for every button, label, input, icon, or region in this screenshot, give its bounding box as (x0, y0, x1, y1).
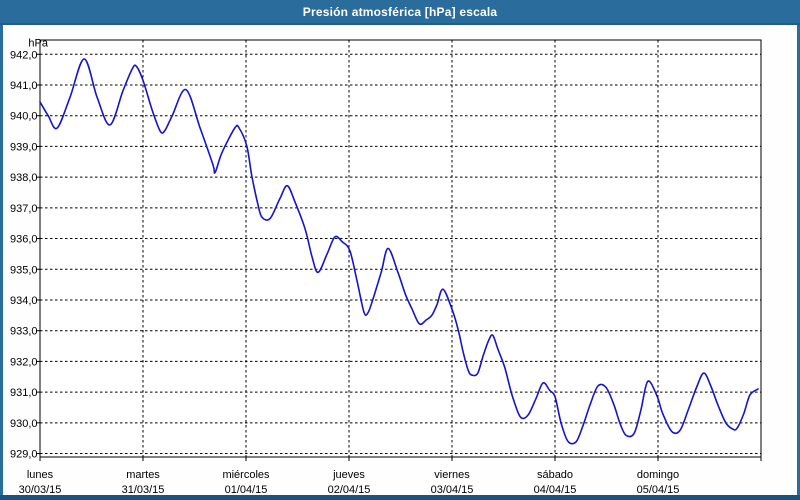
pressure-chart: 942,0 941,0 940,0 939,0 938,0 937,0 936,0 935,0… (10, 37, 762, 495)
pressure-line (39, 58, 759, 445)
x-day-label: miércoles (222, 469, 270, 481)
x-date-label: 04/04/15 (534, 484, 577, 495)
x-date-label: 02/04/15 (328, 484, 371, 495)
x-day-label: sábado (537, 469, 573, 481)
x-day-label: lunes (27, 469, 54, 481)
x-day-label: domingo (637, 469, 679, 481)
y-tick-label: 932,0 (10, 356, 38, 368)
y-tick-label: 934,0 (10, 295, 38, 307)
x-day-label: viernes (434, 469, 470, 481)
y-tick-label: 937,0 (10, 203, 38, 215)
x-date-label: 03/04/15 (431, 484, 474, 495)
x-date-label: 31/03/15 (122, 484, 165, 495)
x-day-label: martes (126, 469, 160, 481)
plot-area (39, 39, 762, 458)
window-frame-left (0, 25, 3, 500)
y-tick-label: 933,0 (10, 326, 38, 338)
title-bar: Presión atmosférica [hPa] escala (0, 0, 800, 25)
x-date-label: 05/04/15 (637, 484, 680, 495)
window-frame-bottom (0, 495, 800, 500)
y-tick-label: 930,0 (10, 418, 38, 430)
y-tick-label: 938,0 (10, 172, 38, 184)
window-frame-right (797, 25, 800, 500)
y-tick-label: 940,0 (10, 111, 38, 123)
y-tick-label: 931,0 (10, 387, 38, 399)
x-date-label: 01/04/15 (225, 484, 268, 495)
y-axis-unit-label: hPa (28, 37, 48, 49)
y-tick-label: 935,0 (10, 264, 38, 276)
y-tick-label: 941,0 (10, 80, 38, 92)
y-tick-label: 942,0 (10, 49, 38, 61)
x-date-label: 30/03/15 (19, 484, 62, 495)
y-tick-label: 936,0 (10, 234, 38, 246)
chart-area: 942,0 941,0 940,0 939,0 938,0 937,0 936,0 935,0… (3, 25, 797, 495)
y-tick-label: 929,0 (10, 449, 38, 461)
y-tick-label: 939,0 (10, 141, 38, 153)
chart-title: Presión atmosférica [hPa] escala (302, 4, 498, 19)
x-day-label: jueves (332, 469, 365, 481)
